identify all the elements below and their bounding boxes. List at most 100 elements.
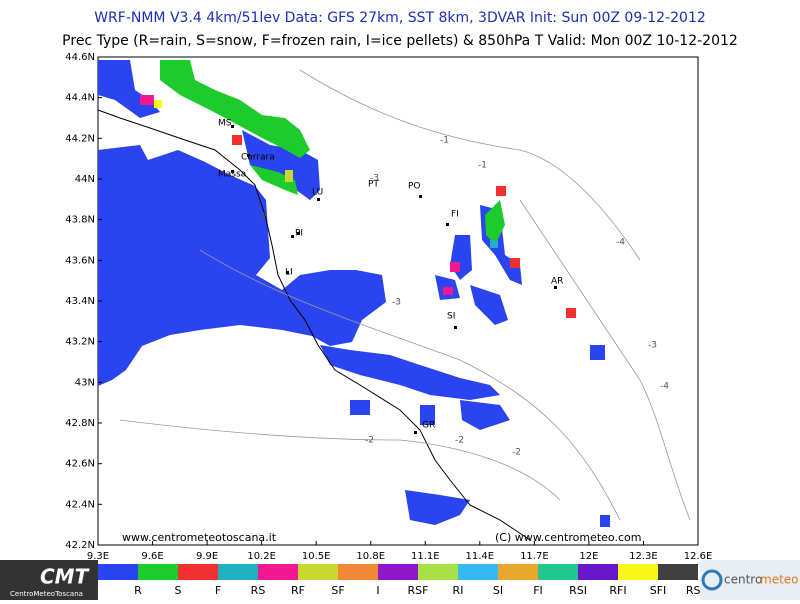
city-label: PT [368,180,379,190]
lat-label: 42.4N [65,499,95,510]
lat-label: 42.6N [65,459,95,470]
snow-area [160,60,310,158]
lat-label: 44N [75,174,95,185]
lon-label: 9.9E [196,551,218,562]
city-dot [554,286,557,289]
logo-icon [701,569,723,591]
lat-label: 43.8N [65,215,95,226]
logo-text: meteo [760,573,799,587]
city-dot [454,326,457,329]
mixed-spot [566,308,576,318]
mixed-spot [490,240,498,248]
contour-label: -2 [455,436,464,446]
city-label: SI [447,312,455,322]
legend-label: RI [453,584,464,597]
rain-area [98,145,386,386]
logo-bg [700,560,800,600]
map-labels: 44.6N 44.4N 44.2N 44N 43.8N 43.6N 43.4N 43.2N 43… [65,52,712,562]
rain-area [320,345,500,400]
legend-swatch [578,564,618,580]
coastline [97,109,531,541]
lon-label: 11.7E [520,551,549,562]
city-label: PO [408,182,421,192]
rain-area [600,515,610,527]
lon-label: 12.6E [684,551,713,562]
city-dot [297,232,300,235]
rain-area [350,400,370,415]
contour-label: -3 [370,174,379,184]
legend-label: SF [331,584,344,597]
city-label: Carrara [241,153,275,163]
mixed-spot [496,186,506,196]
legend-label: FI [533,584,543,597]
legend-label: RSF [408,584,429,597]
legend-swatch [658,564,698,580]
lat-label: 42.2N [65,540,95,551]
legend-label: RF [291,584,305,597]
mixed-spot [140,95,154,105]
watermark: www.centrometeotoscana.it [122,531,277,544]
rain-area [242,130,320,200]
lat-label: 44.6N [65,52,95,63]
lon-label: 11.1E [411,551,440,562]
contours [119,69,691,521]
city-label: LI [285,268,293,278]
city-label: GR [422,421,435,431]
rain-area [405,490,470,525]
lat-label: 42.8N [65,418,95,429]
lon-label: 9.6E [141,551,163,562]
contour-label: -2 [512,448,521,458]
watermark: (C) www.centrometeo.com [495,531,641,544]
contour-label: -4 [660,382,669,392]
legend-label: F [215,584,221,597]
lon-label: 9.3E [87,551,109,562]
contour-label: -3 [648,341,657,351]
logo-left: CMT CentroMeteoToscana [0,560,98,600]
lat-label: 43.2N [65,337,95,348]
mixed-spot [285,170,293,182]
mixed-spot [232,135,242,145]
logo-text: CMT [40,565,90,589]
contour-label: -3 [392,298,401,308]
legend-label: S [175,584,182,597]
lat-label: 43.4N [65,296,95,307]
lat-label: 44.4N [65,93,95,104]
legend-swatch [298,564,338,580]
logo-text: centro [724,573,762,587]
contour-label: -2 [365,436,374,446]
legend-swatch [418,564,458,580]
contour-label: -1 [440,136,449,146]
city-label: FI [451,210,459,220]
city-dot [231,170,234,173]
legend-swatch [138,564,178,580]
lat-label: 43.6N [65,255,95,266]
title-line-2: Prec Type (R=rain, S=snow, F=frozen rain… [62,33,738,49]
legend-swatch [538,564,578,580]
legend-swatch [218,564,258,580]
logo-right: centro meteo [700,560,800,600]
rain-area [420,405,435,425]
city-dot [286,271,289,274]
lat-label: 44.2N [65,133,95,144]
logo-bg [0,560,98,600]
mixed-spot [510,258,520,268]
lon-label: 11.4E [466,551,495,562]
legend-label: I [376,584,379,597]
city-dot [247,154,250,157]
mixed-spot [443,287,453,295]
city-dot [414,431,417,434]
lon-label: 12E [579,551,598,562]
legend-swatch [378,564,418,580]
rain-area [470,285,508,325]
city-dot [446,223,449,226]
legend-label: SFI [650,584,667,597]
city-label: LU [312,188,323,198]
snow-area [250,165,298,195]
legend-swatch [498,564,538,580]
rain-area [590,345,605,360]
lat-label: 43N [75,377,95,388]
legend-label: RFI [609,584,626,597]
logo-subtext: CentroMeteoToscana [10,590,83,598]
